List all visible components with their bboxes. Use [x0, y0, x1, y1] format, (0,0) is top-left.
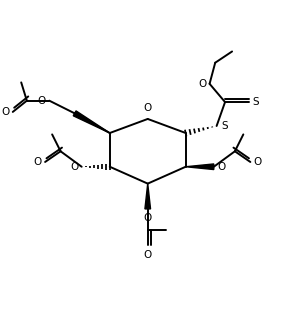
Text: O: O	[198, 79, 206, 89]
Text: O: O	[1, 107, 10, 117]
Text: S: S	[222, 121, 228, 131]
Text: O: O	[34, 157, 42, 167]
Text: S: S	[252, 97, 259, 107]
Polygon shape	[186, 164, 214, 169]
Text: O: O	[144, 213, 152, 223]
Polygon shape	[73, 111, 110, 133]
Text: O: O	[144, 103, 152, 113]
Text: O: O	[254, 157, 262, 167]
Text: O: O	[217, 162, 225, 172]
Text: O: O	[70, 162, 78, 172]
Text: O: O	[144, 250, 152, 260]
Polygon shape	[145, 183, 151, 209]
Text: O: O	[38, 96, 46, 106]
